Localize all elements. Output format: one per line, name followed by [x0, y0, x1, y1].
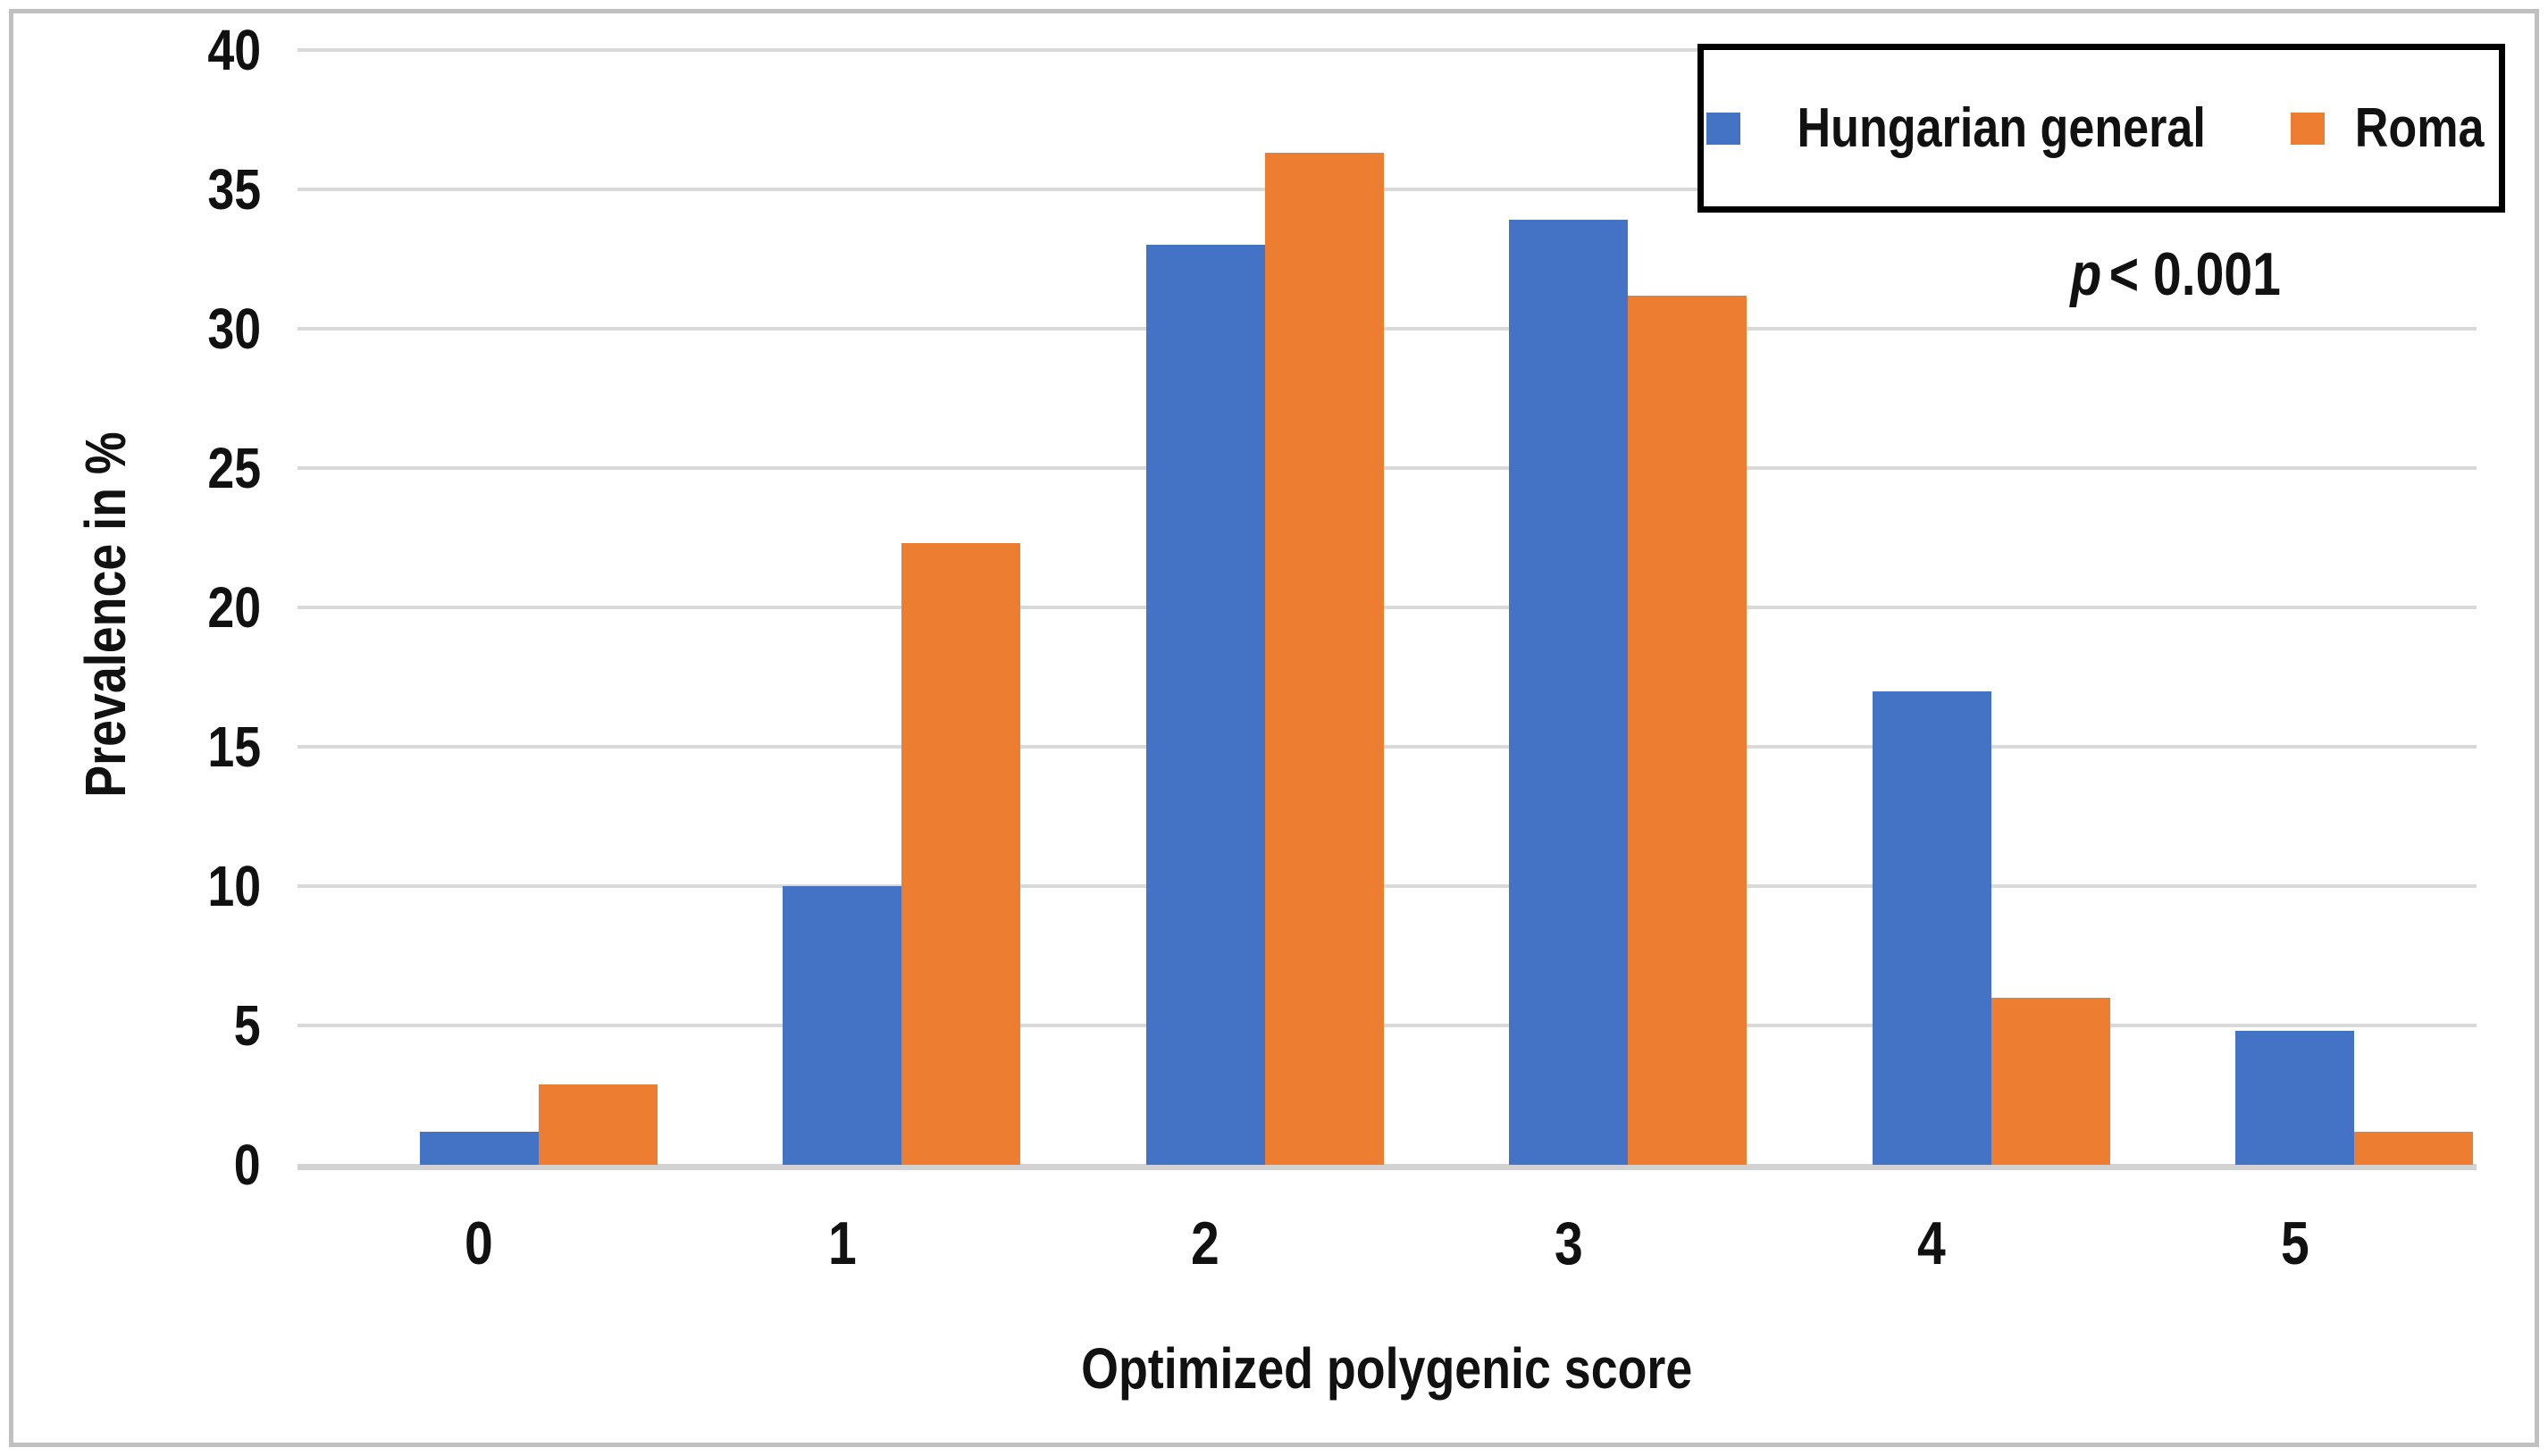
y-tick-label-0: 0 — [234, 1133, 261, 1197]
legend-label-hungarian-general: Hungarian general — [1797, 97, 2206, 159]
gridline-5 — [298, 1024, 2477, 1027]
p-value-text: < 0.001 — [2108, 240, 2281, 308]
bar-hungarian-general-score-4 — [1872, 690, 1991, 1165]
legend-swatch-roma — [2291, 112, 2326, 145]
bar-roma-score-1 — [901, 543, 1021, 1165]
y-tick-label-35: 35 — [207, 157, 261, 222]
gridline-30 — [298, 327, 2477, 331]
gridline-15 — [298, 745, 2477, 749]
x-tick-label-3: 3 — [1554, 1209, 1583, 1277]
bar-hungarian-general-score-1 — [783, 886, 902, 1165]
p-symbol: p — [2070, 240, 2102, 308]
bar-hungarian-general-score-3 — [1509, 220, 1629, 1165]
bar-roma-score-0 — [538, 1084, 658, 1165]
legend: Hungarian general Roma — [1697, 44, 2505, 213]
y-tick-label-10: 10 — [207, 854, 261, 918]
legend-swatch-hungarian-general — [1706, 112, 1740, 145]
y-tick-label-15: 15 — [207, 715, 261, 779]
x-tick-label-2: 2 — [1191, 1209, 1220, 1277]
gridline-40 — [298, 48, 2477, 52]
gridline-25 — [298, 466, 2477, 470]
x-axis-title: Optimized polygenic score — [298, 1331, 2477, 1406]
bar-roma-score-3 — [1628, 295, 1748, 1165]
y-axis-title: Prevalence in % — [68, 330, 143, 900]
legend-item-roma: Roma — [2291, 96, 2496, 160]
x-tick-label-1: 1 — [827, 1209, 857, 1277]
bar-roma-score-4 — [1991, 997, 2110, 1165]
legend-item-hungarian-general: Hungarian general — [1706, 96, 2244, 160]
y-tick-label-30: 30 — [207, 297, 261, 361]
y-tick-label-40: 40 — [207, 18, 261, 82]
gridline-10 — [298, 884, 2477, 888]
x-tick-label-5: 5 — [2280, 1209, 2309, 1277]
bar-roma-score-2 — [1264, 153, 1384, 1165]
x-tick-label-4: 4 — [1917, 1209, 1947, 1277]
y-tick-label-20: 20 — [207, 575, 261, 640]
p-value-annotation: p < 0.001 — [1907, 234, 2443, 314]
bar-hungarian-general-score-0 — [419, 1131, 539, 1165]
x-tick-label-0: 0 — [465, 1209, 494, 1277]
gridline-35 — [298, 188, 2477, 191]
y-axis-title-text: Prevalence in % — [73, 431, 138, 798]
x-axis-title-text: Optimized polygenic score — [1081, 1336, 1693, 1401]
y-tick-label-5: 5 — [234, 993, 261, 1058]
bar-roma-score-5 — [2354, 1131, 2474, 1165]
bar-hungarian-general-score-2 — [1145, 245, 1265, 1165]
bar-hungarian-general-score-5 — [2235, 1031, 2355, 1165]
gridline-20 — [298, 606, 2477, 609]
legend-label-roma: Roma — [2354, 97, 2485, 159]
x-axis-line — [298, 1164, 2477, 1170]
y-tick-label-25: 25 — [207, 436, 261, 500]
